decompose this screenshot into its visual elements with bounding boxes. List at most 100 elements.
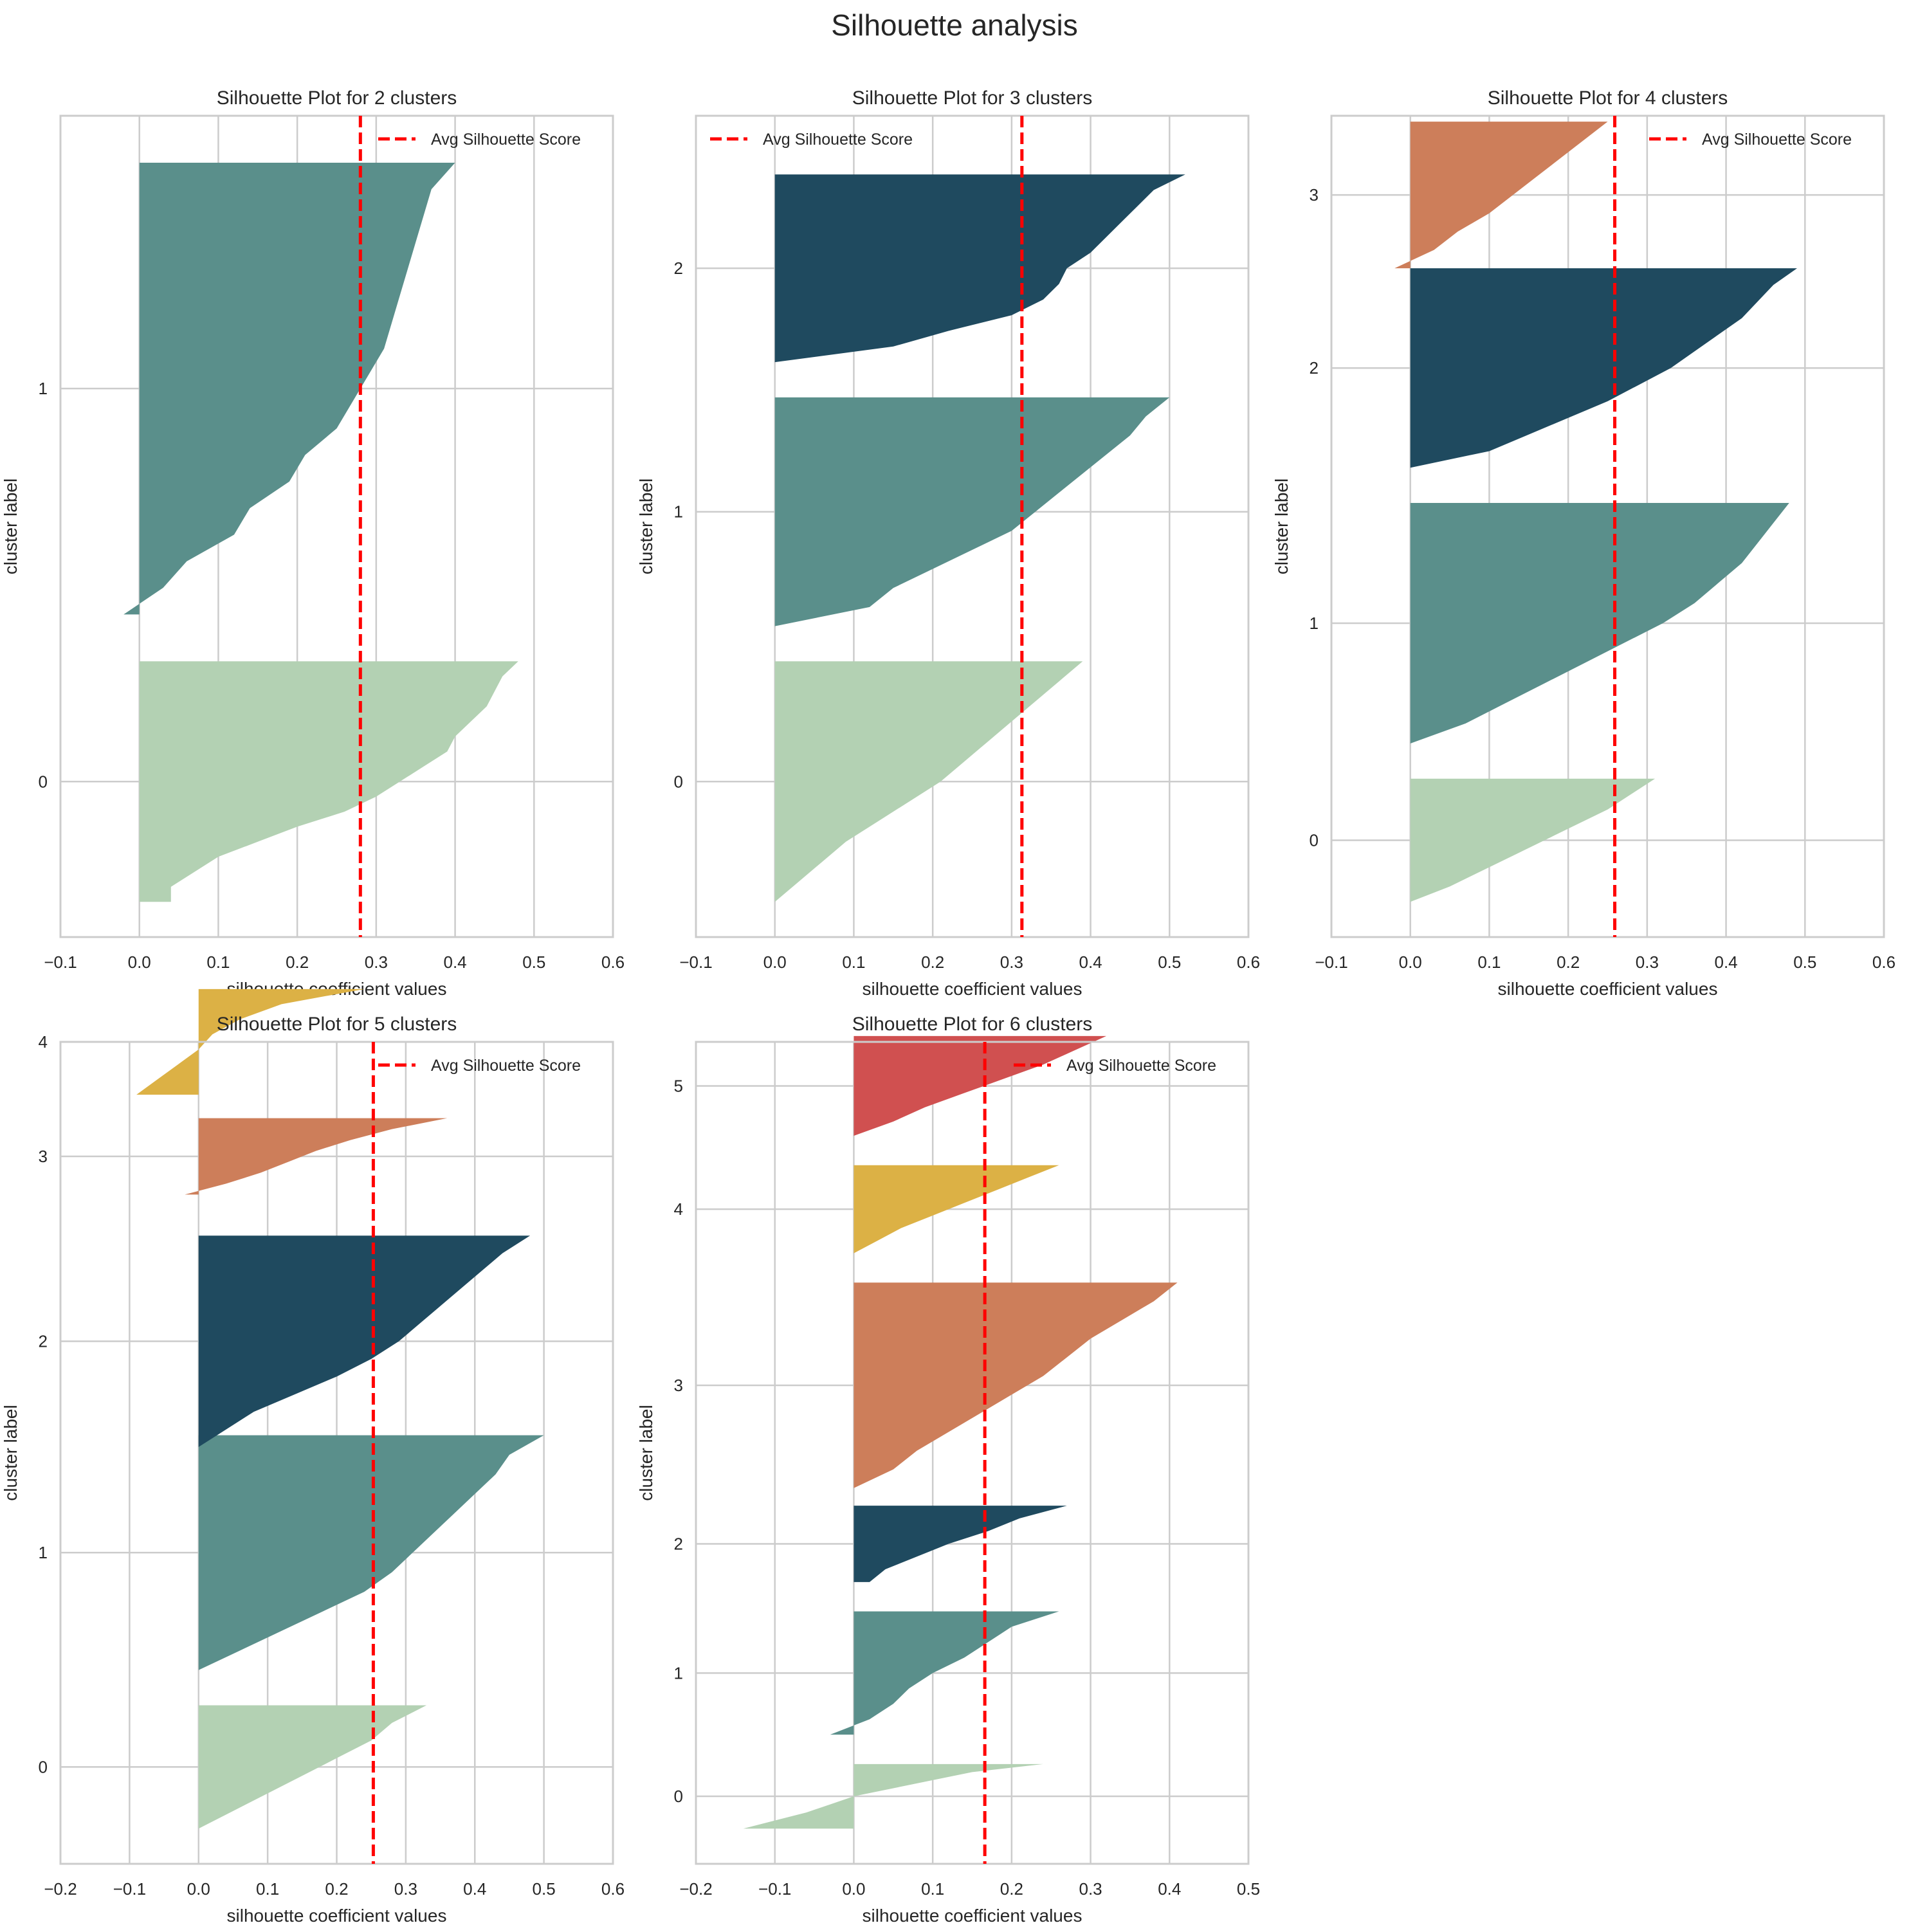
y-tick-label: 0 [39,772,48,791]
y-tick-label: 1 [674,1663,683,1682]
cluster-silhouette-1 [123,162,455,615]
y-tick-label: 2 [674,259,683,278]
x-tick-label: 0.0 [842,1879,865,1899]
x-tick-label: 0.2 [286,952,309,972]
x-tick-label: 0.1 [1477,952,1501,972]
y-tick-label: 0 [39,1757,48,1776]
y-axis-label: cluster label [636,478,656,574]
axes-frame [695,1041,1250,1865]
y-tick-label: 5 [674,1076,683,1095]
x-tick-label: 0.1 [842,952,865,972]
x-tick-label: 0.0 [1399,952,1422,972]
y-tick-label: 1 [39,379,48,398]
cluster-silhouette-3 [854,1282,1178,1488]
y-tick-label: 3 [674,1376,683,1395]
x-tick-label: −0.2 [44,1879,77,1899]
legend-label: Avg Silhouette Score [431,131,581,149]
x-tick-label: 0.2 [1000,1879,1023,1899]
x-axis-label: silhouette coefficient values [227,1906,447,1926]
cluster-silhouette-5 [854,1035,1107,1136]
y-tick-label: 1 [674,502,683,522]
cluster-silhouette-2 [198,1235,531,1447]
x-tick-label: 0.4 [1714,952,1737,972]
x-tick-label: 0.2 [325,1879,348,1899]
y-tick-label: 4 [674,1199,683,1219]
x-tick-label: −0.1 [44,952,77,972]
x-axis-label: silhouette coefficient values [863,1906,1082,1926]
y-tick-label: 3 [1310,185,1319,205]
x-tick-label: 0.3 [1000,952,1023,972]
cluster-silhouette-1 [774,397,1170,626]
x-tick-label: 0.3 [1079,1879,1102,1899]
subplot-3: −0.1 0.0 0.1 0.2 0.3 0.4 0.5 0.6 0 1 2 3 Avg Silhoue… [1272,87,1895,999]
x-tick-label: 0.0 [128,952,151,972]
axes-frame [59,114,614,938]
x-tick-label: 0.6 [601,952,625,972]
y-axis-label: cluster label [1,1405,21,1500]
y-tick-label: 2 [674,1534,683,1553]
subplot-title: Silhouette Plot for 4 clusters [1488,87,1728,109]
legend-label: Avg Silhouette Score [1702,131,1852,149]
legend-label: Avg Silhouette Score [763,131,913,149]
y-tick-label: 0 [674,772,683,791]
cluster-silhouette-3 [1394,122,1608,269]
y-tick-label: 4 [39,1032,48,1052]
legend-label: Avg Silhouette Score [431,1057,581,1075]
cluster-silhouette-4 [136,989,365,1095]
x-tick-label: −0.2 [679,1879,712,1899]
x-tick-label: 0.1 [256,1879,279,1899]
x-tick-label: 0.5 [1793,952,1816,972]
x-axis-label: silhouette coefficient values [1498,979,1718,999]
x-tick-label: 0.0 [187,1879,210,1899]
x-tick-label: 0.6 [601,1879,625,1899]
cluster-silhouette-0 [743,1763,1043,1829]
y-axis-label: cluster label [1272,478,1292,574]
axes-frame [695,114,1250,938]
cluster-silhouette-4 [854,1165,1059,1253]
subplot-title: Silhouette Plot for 6 clusters [852,1014,1093,1035]
x-tick-label: 0.5 [1158,952,1181,972]
x-tick-label: 0.3 [365,952,388,972]
x-tick-label: −0.1 [679,952,712,972]
x-tick-label: −0.1 [1315,952,1347,972]
y-tick-label: 2 [1310,358,1319,378]
x-tick-label: 0.4 [1079,952,1102,972]
x-tick-label: 0.6 [1237,952,1260,972]
cluster-silhouette-1 [1410,503,1789,743]
x-tick-label: 0.4 [1158,1879,1181,1899]
x-tick-label: 0.3 [1636,952,1659,972]
x-tick-label: −0.1 [758,1879,791,1899]
y-tick-label: 1 [1310,614,1319,633]
cluster-silhouette-2 [854,1506,1067,1582]
cluster-silhouette-0 [139,661,518,902]
cluster-silhouette-0 [774,661,1083,902]
subplot-title: Silhouette Plot for 2 clusters [217,87,457,109]
x-tick-label: 0.0 [763,952,787,972]
y-tick-label: 0 [1310,830,1319,850]
x-tick-label: 0.1 [921,1879,944,1899]
x-tick-label: 0.1 [206,952,230,972]
x-tick-label: 0.2 [1557,952,1580,972]
y-tick-label: 1 [39,1543,48,1562]
subplot-2: −0.1 0.0 0.1 0.2 0.3 0.4 0.5 0.6 0 1 2 Avg Silhouet… [636,87,1260,999]
x-tick-label: 0.5 [533,1879,556,1899]
x-tick-label: −0.1 [113,1879,146,1899]
cluster-silhouette-1 [198,1435,544,1670]
legend-label: Avg Silhouette Score [1066,1057,1216,1075]
axes-frame [59,1041,614,1865]
cluster-silhouette-2 [1410,268,1798,468]
x-axis-label: silhouette coefficient values [863,979,1082,999]
cluster-silhouette-1 [830,1611,1059,1735]
cluster-silhouette-0 [1410,778,1656,902]
subplot-5: −0.2 −0.1 0.0 0.1 0.2 0.3 0.4 0.5 0 1 2 3 4 5 Avg Silh… [636,1014,1260,1926]
x-tick-label: 0.4 [463,1879,486,1899]
x-tick-label: 0.5 [522,952,545,972]
figure-title: Silhouette analysis [831,8,1078,42]
x-tick-label: 0.6 [1872,952,1895,972]
y-axis-label: cluster label [1,478,21,574]
cluster-silhouette-0 [198,1705,427,1829]
y-axis-label: cluster label [636,1405,656,1500]
subplot-1: −0.1 0.0 0.1 0.2 0.3 0.4 0.5 0.6 0 1 Avg Silhouett… [1,87,625,999]
x-tick-label: 0.2 [921,952,944,972]
